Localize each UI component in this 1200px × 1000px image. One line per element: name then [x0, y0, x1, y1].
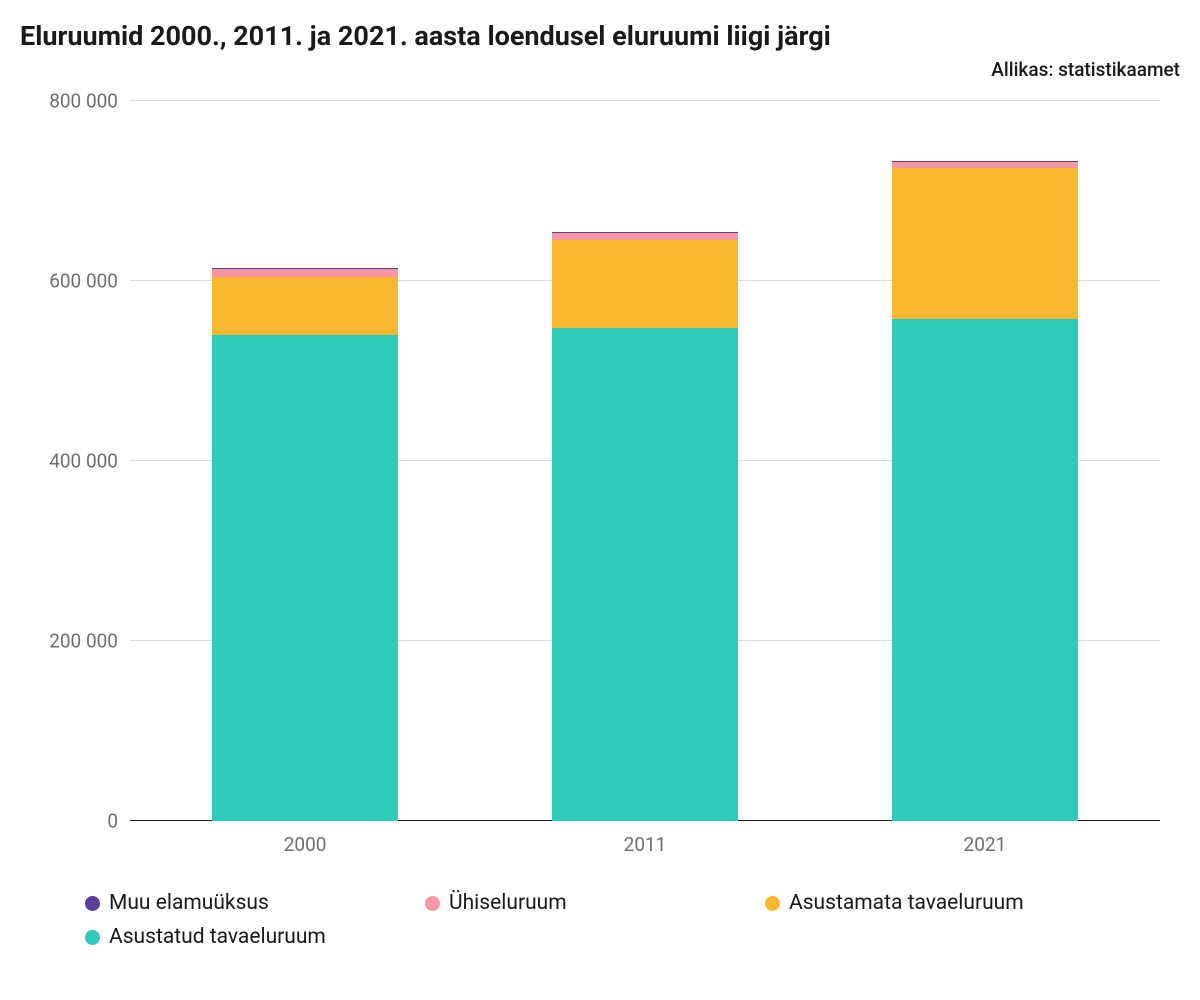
x-tick-label: 2011	[624, 833, 667, 856]
legend-dot-icon	[765, 896, 780, 911]
bar-segment-muu_elamuuksus	[552, 232, 737, 233]
bar-segment-muu_elamuuksus	[892, 161, 1077, 162]
bar-segment-muu_elamuuksus	[212, 268, 397, 269]
legend-dot-icon	[85, 896, 100, 911]
x-tick-label: 2000	[284, 833, 327, 856]
legend-dot-icon	[85, 930, 100, 945]
y-tick-label: 400 000	[49, 450, 118, 473]
bar-segment-asustatud	[892, 319, 1077, 821]
chart-title: Eluruumid 2000., 2011. ja 2021. aasta lo…	[20, 20, 1180, 52]
bar-segment-uhiseluruum	[552, 232, 737, 239]
bar-segment-asustamata	[552, 240, 737, 328]
bar-segment-asustamata	[892, 168, 1077, 319]
x-tick-label: 2021	[964, 833, 1007, 856]
legend-dot-icon	[425, 896, 440, 911]
plot-region: 0200 000400 000600 000800 00020002011202…	[130, 101, 1160, 821]
y-tick-label: 800 000	[49, 90, 118, 113]
chart-area: 0 200 000 400 000 600 000 800 000 2000 2011 202…	[20, 91, 1180, 871]
y-tick-label: 0	[107, 810, 118, 833]
bar-segment-uhiseluruum	[892, 162, 1077, 167]
legend-label: Asustatud tavaeluruum	[109, 925, 326, 949]
y-tick-label: 200 000	[49, 630, 118, 653]
chart-source: Allikas: statistikaamet	[20, 58, 1180, 81]
legend-item-uhiseluruum: Ühiseluruum	[425, 891, 755, 915]
bar-segment-asustatud	[552, 328, 737, 821]
bar-group	[212, 101, 397, 821]
legend-label: Ühiseluruum	[449, 891, 567, 915]
legend: Muu elamuüksus Ühiseluruum Asustamata tava…	[85, 891, 1180, 949]
bar-group	[892, 101, 1077, 821]
bar-segment-asustatud	[212, 335, 397, 821]
legend-item-muu_elamuuksus: Muu elamuüksus	[85, 891, 415, 915]
legend-item-asustamata: Asustamata tavaeluruum	[765, 891, 1095, 915]
bar-segment-asustamata	[212, 277, 397, 336]
legend-label: Muu elamuüksus	[109, 891, 269, 915]
legend-item-asustatud: Asustatud tavaeluruum	[85, 925, 415, 949]
bar-segment-uhiseluruum	[212, 269, 397, 276]
bar-group	[552, 101, 737, 821]
y-tick-label: 600 000	[49, 270, 118, 293]
legend-label: Asustamata tavaeluruum	[789, 891, 1024, 915]
